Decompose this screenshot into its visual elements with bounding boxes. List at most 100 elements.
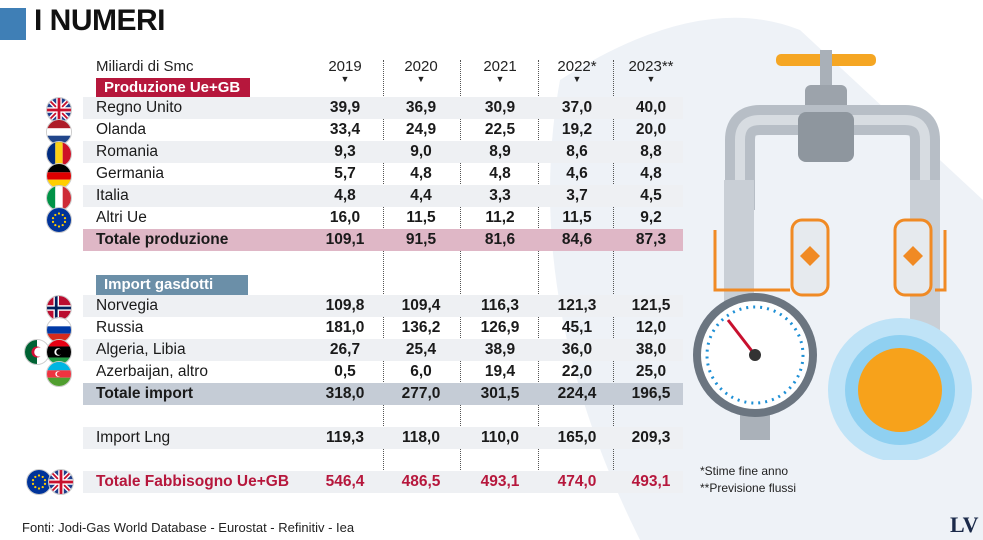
sources: Fonti: Jodi-Gas World Database - Eurosta… (22, 520, 355, 535)
cell-value: 0,5 (334, 363, 356, 380)
publisher-logo: LV (950, 512, 979, 537)
year-header-2019: 2019 (328, 58, 362, 75)
cell-value: 9,0 (410, 143, 432, 160)
row-label: Import Lng (96, 429, 171, 446)
algeria-flag-icon (24, 339, 50, 365)
row-label: Italia (96, 187, 129, 204)
cell-value: 8,9 (489, 143, 511, 160)
uk-flag-icon (48, 469, 74, 495)
cell-value: 37,0 (561, 99, 593, 116)
eu-flag-icon (46, 207, 72, 233)
cell-value: 118,0 (402, 429, 440, 446)
cell-value: 22,5 (484, 121, 516, 138)
cell-value: 91,5 (405, 231, 437, 248)
cell-value: 165,0 (557, 429, 597, 446)
cell-value: 4,8 (640, 165, 662, 182)
table-row-russia: Russia 181,0 136,2 126,9 45,1 12,0 (83, 317, 683, 339)
row-label: Altri Ue (96, 209, 147, 226)
cell-value: 4,6 (566, 165, 588, 182)
unit-label: Miliardi di Smc (96, 58, 194, 75)
table-row-italia: Italia 4,8 4,4 3,3 3,7 4,5 (83, 185, 683, 207)
gas-pipeline-illustration (693, 50, 972, 460)
down-arrow-icon: ▼ (495, 74, 505, 84)
cell-value: 45,1 (561, 319, 593, 336)
cell-value: 116,3 (481, 297, 519, 314)
cell-value: 546,4 (325, 473, 365, 490)
column-separator (460, 60, 461, 470)
down-arrow-icon: ▼ (646, 74, 656, 84)
cell-value: 109,1 (325, 231, 365, 248)
row-label: Russia (96, 319, 144, 336)
cell-value: 4,5 (640, 187, 662, 204)
row-label: Totale import (96, 385, 194, 402)
table-row-romania: Romania 9,3 9,0 8,9 8,6 8,8 (83, 141, 683, 163)
cell-value: 3,7 (566, 187, 588, 204)
table-row-altri-ue: Altri Ue 16,0 11,5 11,2 11,5 9,2 (83, 207, 683, 229)
cell-value: 25,4 (405, 341, 437, 358)
year-header-2021: 2021 (483, 58, 517, 75)
row-label: Germania (96, 165, 165, 182)
cell-value: 20,0 (635, 121, 667, 138)
table-row-norvegia: Norvegia 109,8 109,4 116,3 121,3 121,5 (83, 295, 683, 317)
year-header-2022: 2022* (557, 58, 597, 75)
row-label: Totale Fabbisogno Ue+GB (96, 473, 290, 490)
row-label: Olanda (96, 121, 146, 138)
pipe-icon (725, 105, 940, 210)
column-separator (538, 60, 539, 470)
cell-value: 181,0 (325, 319, 365, 336)
cell-value: 22,0 (561, 363, 593, 380)
cell-value: 3,3 (489, 187, 511, 204)
cell-value: 4,8 (410, 165, 432, 182)
row-label: Azerbaijan, altro (96, 363, 209, 380)
table-row-import-lng: Import Lng 119,3 118,0 110,0 165,0 209,3 (83, 427, 683, 449)
year-header-2023: 2023** (628, 58, 674, 75)
cell-value: 121,3 (557, 297, 597, 314)
pressure-gauge-icon (693, 293, 817, 440)
cell-value: 121,5 (631, 297, 671, 314)
table-row-totale-fabbisogno: Totale Fabbisogno Ue+GB 546,4 486,5 493,1 47… (83, 471, 683, 493)
azerbaijan-flag-icon (46, 361, 72, 387)
down-arrow-icon: ▼ (340, 74, 350, 84)
cell-value: 5,7 (334, 165, 356, 182)
cell-value: 38,9 (484, 341, 516, 358)
cell-value: 36,9 (405, 99, 437, 116)
cell-value: 36,0 (561, 341, 593, 358)
cell-value: 19,4 (484, 363, 516, 380)
table-row-totale-import: Totale import 318,0 277,0 301,5 224,4 196,5 (83, 383, 683, 405)
cell-value: 26,7 (329, 341, 361, 358)
table-row-totale-produzione: Totale produzione 109,1 91,5 81,6 84,6 87,3 (83, 229, 683, 251)
column-separator (613, 60, 614, 470)
cell-value: 11,5 (406, 209, 436, 226)
cell-value: 8,6 (566, 143, 588, 160)
section-tag-import: Import gasdotti (96, 275, 248, 295)
cell-value: 126,9 (480, 319, 520, 336)
cell-value: 38,0 (635, 341, 667, 358)
cell-value: 9,2 (640, 209, 662, 226)
cell-value: 40,0 (635, 99, 667, 116)
cell-value: 39,9 (329, 99, 361, 116)
table-row-regno-unito: Regno Unito 39,9 36,9 30,9 37,0 40,0 (83, 97, 683, 119)
row-label: Romania (96, 143, 159, 160)
cell-value: 19,2 (561, 121, 593, 138)
cell-value: 4,8 (334, 187, 356, 204)
cell-value: 109,8 (325, 297, 365, 314)
cell-value: 474,0 (557, 473, 597, 490)
cell-value: 30,9 (484, 99, 516, 116)
note-estimate: *Stime fine anno (700, 464, 789, 478)
cell-value: 81,6 (484, 231, 516, 248)
title-accent-bar (0, 8, 26, 40)
down-arrow-icon: ▼ (416, 74, 426, 84)
row-label: Totale produzione (96, 231, 229, 248)
table-row-azerbaijan: Azerbaijan, altro 0,5 6,0 19,4 22,0 25,0 (83, 361, 683, 383)
cell-value: 4,8 (489, 165, 511, 182)
flame-icon (828, 318, 972, 460)
section-tag-production: Produzione Ue+GB (96, 78, 250, 98)
cell-value: 277,0 (401, 385, 441, 402)
table-row-germania: Germania 5,7 4,8 4,8 4,6 4,8 (83, 163, 683, 185)
cell-value: 136,2 (401, 319, 441, 336)
row-label: Norvegia (96, 297, 159, 314)
cell-value: 6,0 (410, 363, 432, 380)
cell-value: 25,0 (635, 363, 667, 380)
cell-value: 84,6 (561, 231, 593, 248)
cell-value: 493,1 (480, 473, 520, 490)
